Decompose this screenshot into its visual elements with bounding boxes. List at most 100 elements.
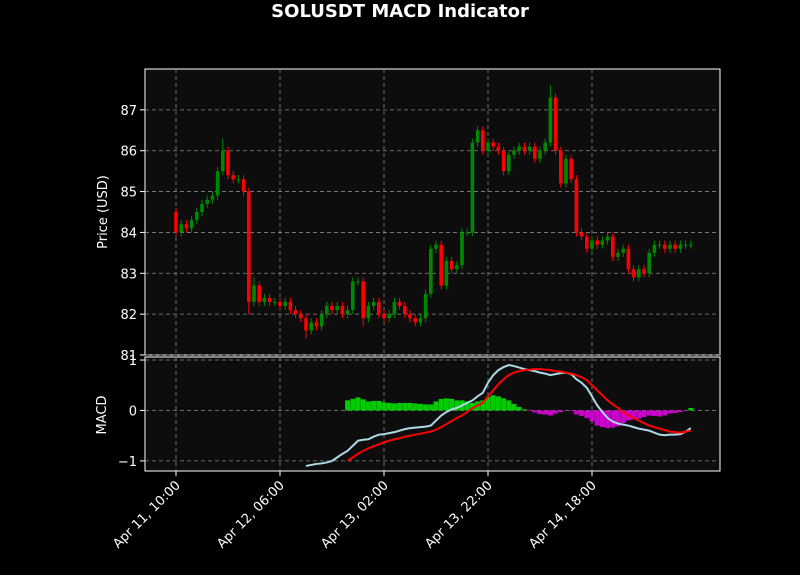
histogram-bar xyxy=(433,401,439,411)
candle-body xyxy=(678,244,683,249)
candle-body xyxy=(361,281,365,319)
histogram-bar xyxy=(443,398,449,411)
histogram-bar xyxy=(423,404,429,411)
candle-body xyxy=(647,252,651,274)
candle-body xyxy=(413,318,417,323)
y-tick-label: 83 xyxy=(120,267,137,282)
candle-body xyxy=(616,252,620,257)
histogram-bar xyxy=(381,402,387,411)
candle-body xyxy=(304,318,308,331)
candle-body xyxy=(231,175,235,180)
candle-body xyxy=(465,232,469,234)
candle-body xyxy=(527,146,532,151)
candle-body xyxy=(621,248,625,253)
histogram-bar xyxy=(553,410,559,414)
candle-body xyxy=(444,261,449,286)
candle-body xyxy=(299,314,303,319)
histogram-bar xyxy=(449,398,455,411)
histogram-bar xyxy=(610,410,616,428)
candle-body xyxy=(631,269,636,278)
candle-body xyxy=(449,261,454,270)
candle-body xyxy=(252,285,256,302)
candle-body xyxy=(423,293,428,319)
y-axis-label: MACD xyxy=(95,396,110,435)
histogram-bar xyxy=(537,410,543,414)
candle-body xyxy=(267,297,272,302)
candle-body xyxy=(392,301,397,315)
candle-body xyxy=(226,150,230,176)
candle-body xyxy=(330,305,334,311)
histogram-bar xyxy=(672,410,678,413)
histogram-bar xyxy=(490,395,496,411)
histogram-bar xyxy=(345,400,351,411)
candle-body xyxy=(356,281,360,283)
candle-body xyxy=(657,244,662,246)
histogram-bar xyxy=(657,410,663,417)
candle-body xyxy=(652,244,657,253)
candle-body xyxy=(210,195,215,200)
y-tick-label: 85 xyxy=(120,186,137,201)
histogram-bar xyxy=(402,402,408,411)
candle-body xyxy=(512,150,516,155)
candle-body xyxy=(319,314,324,327)
candle-body xyxy=(559,150,563,184)
histogram-bar xyxy=(667,410,673,414)
histogram-bar xyxy=(391,403,397,411)
candle-body xyxy=(377,301,381,315)
candle-body xyxy=(195,212,199,221)
candle-body xyxy=(543,142,547,151)
histogram-bar xyxy=(412,403,418,411)
candle-body xyxy=(408,314,412,319)
y-tick-label: 0 xyxy=(129,404,137,419)
candle-body xyxy=(642,269,646,274)
histogram-bar xyxy=(438,398,444,411)
candle-body xyxy=(517,146,521,151)
candle-body xyxy=(434,244,438,249)
histogram-bar xyxy=(651,410,657,417)
candle-body xyxy=(215,171,220,196)
candle-body xyxy=(262,297,267,302)
candle-body xyxy=(429,248,433,294)
histogram-bar xyxy=(386,402,392,411)
candle-body xyxy=(184,224,189,229)
line xyxy=(305,364,692,467)
candle-body xyxy=(293,310,298,315)
candle-body xyxy=(403,305,407,315)
candle-body xyxy=(611,236,615,257)
histogram-bar xyxy=(360,399,366,411)
candle-body xyxy=(486,142,490,151)
candle-body xyxy=(387,314,391,319)
histogram-bar xyxy=(371,400,377,411)
candle-body xyxy=(397,301,402,306)
histogram-bar xyxy=(495,396,501,411)
histogram-bar xyxy=(407,402,413,411)
histogram-bar xyxy=(480,400,486,411)
candle-body xyxy=(314,322,319,327)
candle-body xyxy=(174,212,178,233)
histogram-bar xyxy=(464,401,470,411)
candle-body xyxy=(548,97,553,143)
histogram-bar xyxy=(485,396,491,411)
candle-body xyxy=(564,158,568,184)
histogram-bar xyxy=(662,410,668,416)
candle-body xyxy=(605,236,610,241)
candle-body xyxy=(418,318,423,323)
candle-body xyxy=(460,232,464,266)
histogram-bar xyxy=(532,410,538,413)
histogram-bar xyxy=(594,410,600,426)
y-tick-label: 1 xyxy=(129,354,137,369)
histogram-bar xyxy=(620,410,626,424)
candle-body xyxy=(673,244,677,249)
histogram-bar xyxy=(677,410,683,412)
histogram-bar xyxy=(542,410,548,415)
y-tick-label: −1 xyxy=(118,455,137,470)
candle-body xyxy=(496,146,501,151)
candle-body xyxy=(501,150,506,172)
candle-body xyxy=(340,305,345,315)
histogram-bar xyxy=(547,410,553,416)
histogram-bar xyxy=(428,404,434,411)
candle-body xyxy=(200,203,204,212)
histogram-bar xyxy=(511,403,517,411)
candle-body xyxy=(351,281,355,311)
